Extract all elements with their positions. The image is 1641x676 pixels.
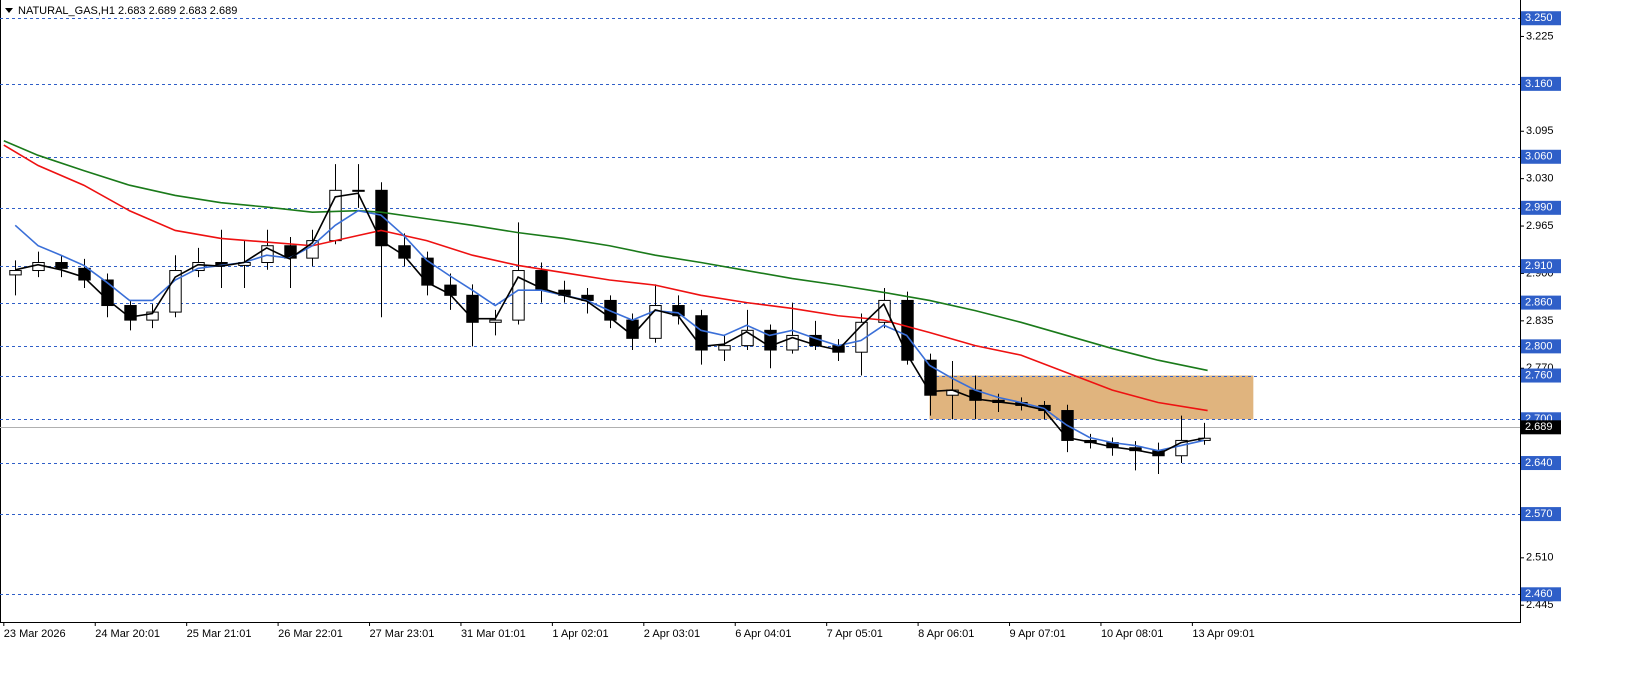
candle-body — [101, 279, 114, 307]
candle-body — [9, 270, 22, 276]
y-tick-label: 3.095 — [1526, 125, 1554, 137]
moving-average — [3, 144, 1208, 412]
price-label-box — [1521, 420, 1561, 435]
chart-title: NATURAL_GAS,H1 2.683 2.689 2.683 2.689 — [18, 5, 237, 17]
level-label-box — [1521, 200, 1561, 215]
candle-body — [466, 294, 479, 323]
candle-body — [192, 262, 205, 272]
x-tick-label: 27 Mar 23:01 — [370, 628, 435, 640]
level-label-box — [1521, 507, 1561, 522]
level-label: 3.060 — [1525, 151, 1553, 163]
x-tick-label: 31 Mar 01:01 — [461, 628, 526, 640]
x-tick-label: 23 Mar 2026 — [4, 628, 66, 640]
candle-body — [901, 299, 914, 361]
y-tick-label: 3.225 — [1526, 30, 1554, 42]
level-label: 2.860 — [1525, 297, 1553, 309]
candle-body — [695, 315, 708, 351]
candle-body — [261, 245, 274, 264]
level-label: 3.160 — [1525, 78, 1553, 90]
level-label: 2.990 — [1525, 202, 1553, 214]
y-tick-label: 3.030 — [1526, 173, 1554, 185]
y-tick-label: 2.965 — [1526, 220, 1554, 232]
candle-body — [352, 189, 365, 192]
level-label: 3.250 — [1525, 12, 1553, 24]
y-tick-label: 2.445 — [1526, 599, 1554, 611]
level-label: 2.800 — [1525, 340, 1553, 352]
x-tick-label: 9 Apr 07:01 — [1010, 628, 1066, 640]
x-tick-label: 2 Apr 03:01 — [644, 628, 700, 640]
candle-body — [649, 305, 662, 339]
menu-arrow[interactable] — [5, 8, 13, 13]
moving-average — [15, 192, 1204, 456]
candle-body — [764, 329, 777, 351]
y-tick-label: 2.510 — [1526, 552, 1554, 564]
candle-body — [718, 345, 731, 351]
level-label: 2.640 — [1525, 457, 1553, 469]
candle-body — [55, 262, 68, 269]
x-tick-label: 25 Mar 21:01 — [187, 628, 252, 640]
x-tick-label: 8 Apr 06:01 — [918, 628, 974, 640]
candle-body — [1175, 439, 1188, 457]
level-label: 2.910 — [1525, 260, 1553, 272]
x-tick-label: 10 Apr 08:01 — [1101, 628, 1163, 640]
level-label-box — [1521, 368, 1561, 383]
x-tick-label: 1 Apr 02:01 — [552, 628, 608, 640]
level-label: 2.570 — [1525, 508, 1553, 520]
candle-body — [375, 189, 388, 247]
candle-body — [512, 270, 525, 321]
candle-body — [124, 305, 137, 321]
level-label: 2.760 — [1525, 369, 1553, 381]
x-tick-label: 24 Mar 20:01 — [95, 628, 160, 640]
moving-average — [3, 139, 1208, 372]
y-tick-label: 2.835 — [1526, 315, 1554, 327]
x-tick-label: 13 Apr 09:01 — [1192, 628, 1254, 640]
candle-body — [489, 319, 502, 323]
level-label-box — [1521, 149, 1561, 164]
candle-body — [878, 299, 891, 323]
candle-body — [32, 262, 45, 272]
x-tick-label: 26 Mar 22:01 — [278, 628, 343, 640]
candle-body — [421, 257, 434, 286]
candle-body — [741, 329, 754, 347]
candle-body — [786, 334, 799, 351]
candle-body — [78, 267, 91, 281]
candle-body — [924, 359, 937, 396]
level-label-box — [1521, 11, 1561, 26]
level-label-box — [1521, 339, 1561, 354]
price-label: 2.689 — [1525, 421, 1553, 433]
x-tick-label: 6 Apr 04:01 — [735, 628, 791, 640]
x-tick-label: 7 Apr 05:01 — [827, 628, 883, 640]
level-label-box — [1521, 295, 1561, 310]
level-label-box — [1521, 587, 1561, 602]
candle-body — [169, 270, 182, 313]
level-label-box — [1521, 76, 1561, 91]
level-label: 2.460 — [1525, 588, 1553, 600]
level-label-box — [1521, 259, 1561, 274]
level-label-box — [1521, 456, 1561, 471]
